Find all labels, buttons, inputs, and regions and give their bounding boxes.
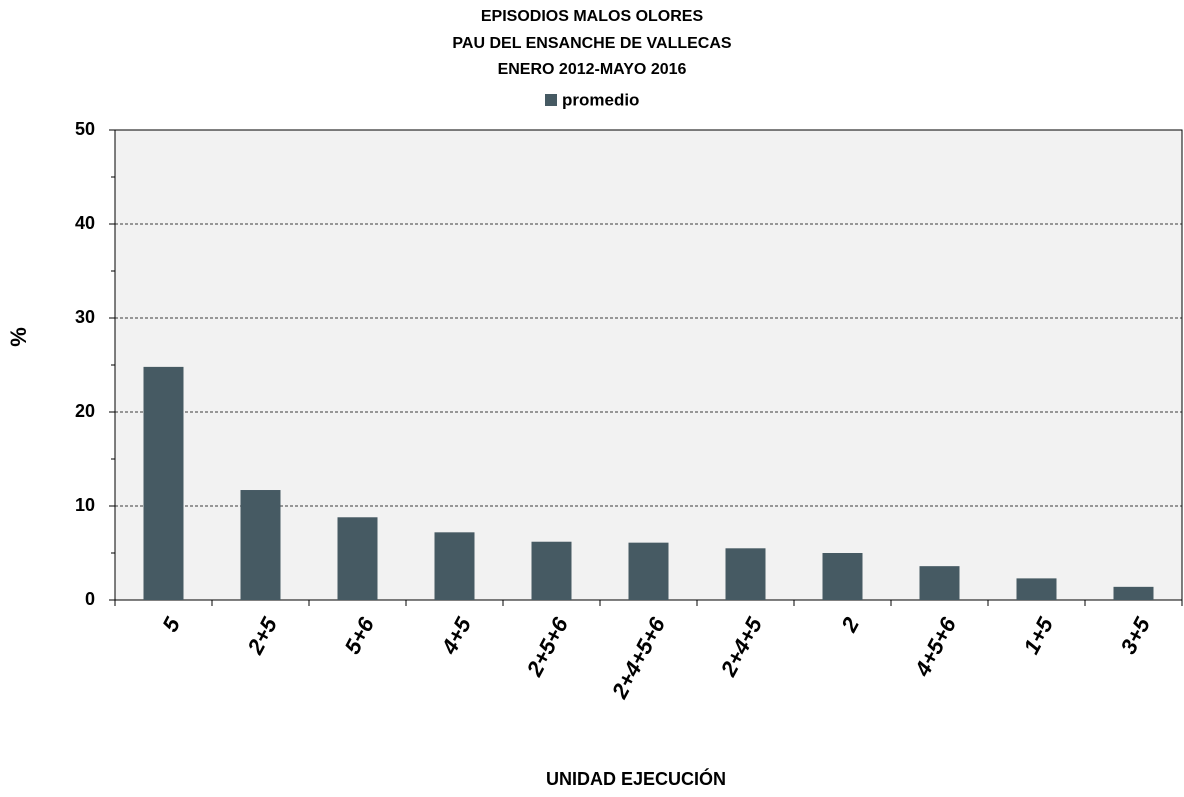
bar <box>531 541 572 600</box>
bar <box>725 548 766 600</box>
x-tick-label: 4+5 <box>436 613 476 659</box>
y-tick-label: 40 <box>75 213 95 233</box>
y-tick-label: 10 <box>75 495 95 515</box>
plot-area <box>114 129 1183 601</box>
x-tick-label: 3+5 <box>1115 613 1155 658</box>
x-tick-label: 2+4+5 <box>715 613 767 681</box>
bar <box>1016 578 1057 600</box>
bar <box>337 517 378 600</box>
x-tick-label: 2+4+5+6 <box>606 613 670 704</box>
bar <box>628 542 669 600</box>
x-tick-label: 2+5 <box>242 613 282 659</box>
x-tick-label: 4+5+6 <box>909 613 961 681</box>
bar <box>434 532 475 600</box>
chart-title: PAU DEL ENSANCHE DE VALLECAS <box>452 35 731 52</box>
chart-title: ENERO 2012-MAYO 2016 <box>498 61 687 78</box>
x-tick-label: 2+5+6 <box>521 613 573 681</box>
bar <box>143 366 184 600</box>
bar <box>240 490 281 600</box>
x-tick-label: 5 <box>157 613 185 636</box>
x-tick-label: 1+5 <box>1018 613 1058 658</box>
x-axis-title: UNIDAD EJECUCIÓN <box>546 768 726 789</box>
y-axis-title: % <box>6 327 31 347</box>
bar <box>822 553 863 600</box>
x-tick-label: 5+6 <box>339 613 379 658</box>
x-tick-label: 2 <box>836 613 865 637</box>
legend-label: promedio <box>562 90 639 109</box>
y-tick-label: 30 <box>75 307 95 327</box>
y-tick-label: 50 <box>75 119 95 139</box>
chart-title: EPISODIOS MALOS OLORES <box>481 8 704 25</box>
y-tick-label: 20 <box>75 401 95 421</box>
y-tick-label: 0 <box>85 589 95 609</box>
bar <box>919 566 960 600</box>
bar <box>1113 586 1154 600</box>
legend-swatch <box>545 94 557 106</box>
